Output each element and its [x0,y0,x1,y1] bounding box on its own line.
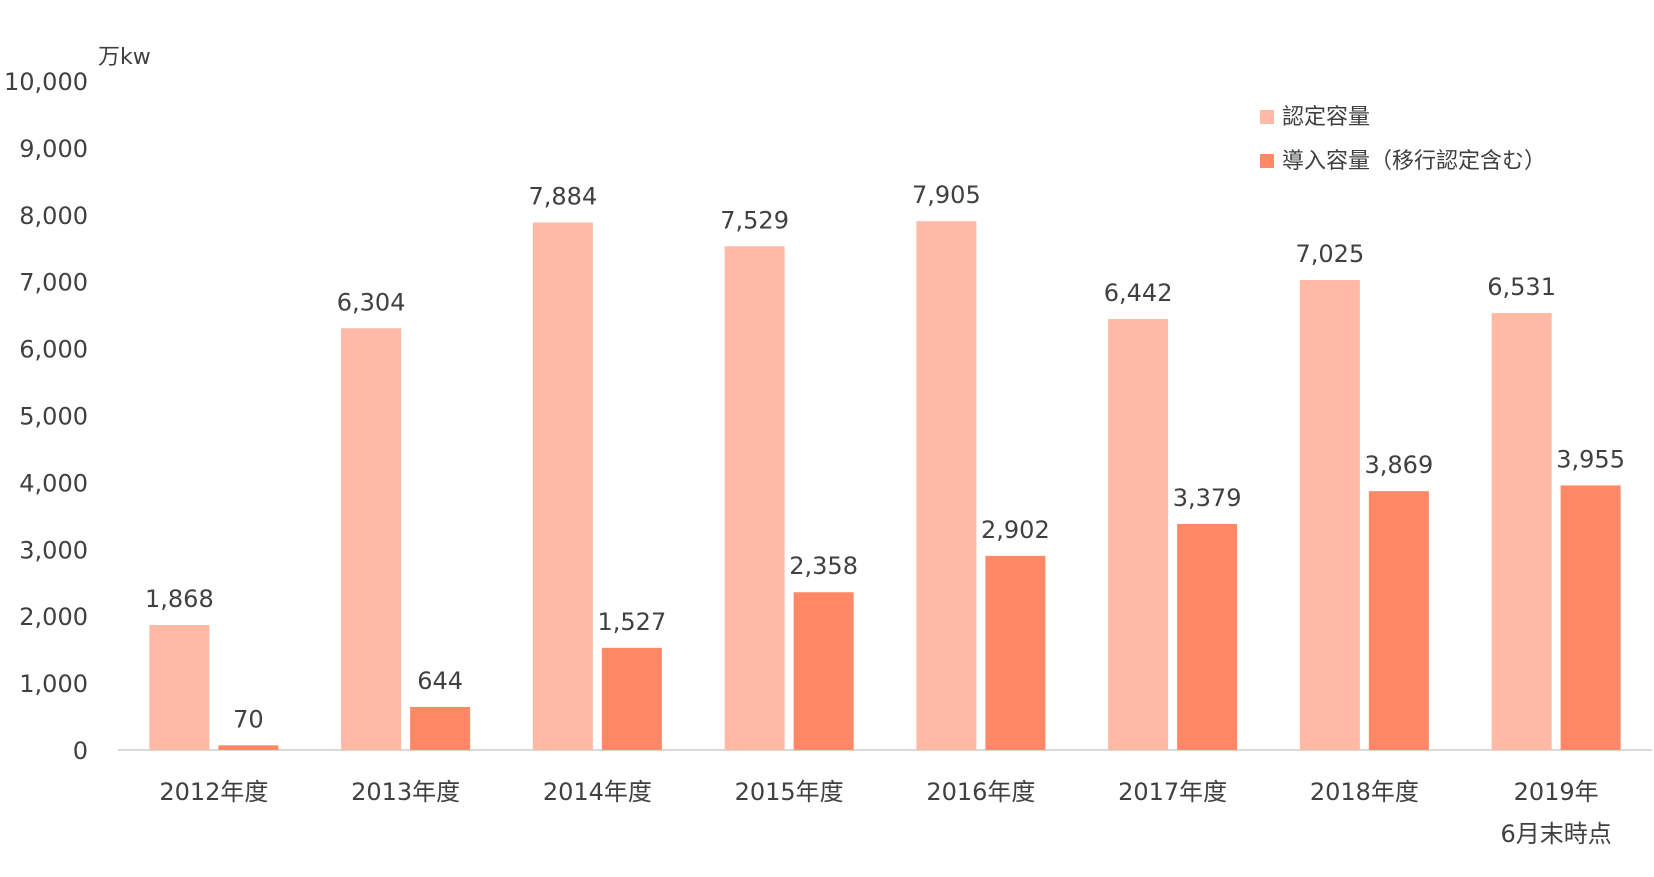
y-tick-label: 3,000 [19,536,88,564]
y-tick-label: 10,000 [4,68,88,96]
data-label-certified: 1,868 [145,585,214,613]
data-label-certified: 7,905 [912,181,981,209]
bar-installed [1368,491,1429,750]
bar-certified [532,222,593,750]
data-label-installed: 3,379 [1173,484,1242,512]
y-tick-label: 8,000 [19,202,88,230]
y-tick-label: 0 [73,737,88,765]
bar-installed [793,592,854,750]
data-label-installed: 2,358 [789,552,858,580]
x-category-label: 2013年度 [351,778,460,806]
bar-certified [1299,280,1360,750]
data-label-installed: 70 [233,705,264,733]
x-category-label: 2016年度 [926,778,1035,806]
bar-certified [149,625,210,750]
y-tick-label: 5,000 [19,403,88,431]
data-label-certified: 6,531 [1487,273,1556,301]
data-label-certified: 7,884 [529,183,598,211]
x-category-label: 2018年度 [1310,778,1419,806]
x-category-label: 2012年度 [159,778,268,806]
bar-certified [1491,313,1552,750]
y-tick-label: 7,000 [19,269,88,297]
data-label-certified: 7,529 [720,206,789,234]
bar-installed [985,555,1046,750]
x-category-label: 2019年 [1514,778,1599,806]
data-label-installed: 644 [417,667,463,695]
legend-swatch-certified [1260,110,1274,124]
bar-installed [1177,523,1238,750]
x-category-label: 2014年度 [543,778,652,806]
legend-swatch-installed [1260,154,1274,168]
data-label-installed: 3,869 [1365,451,1434,479]
data-label-certified: 7,025 [1296,240,1365,268]
data-label-certified: 6,442 [1104,279,1173,307]
bar-certified [1108,319,1169,750]
y-axis-unit-label: 万kw [98,45,151,70]
y-tick-label: 1,000 [19,670,88,698]
bar-installed [410,706,471,750]
y-tick-label: 6,000 [19,336,88,364]
data-label-installed: 1,527 [598,608,667,636]
y-tick-label: 9,000 [19,135,88,163]
legend-label-installed: 導入容量（移行認定含む） [1282,149,1546,174]
bar-installed [601,647,662,750]
x-category-label: 2015年度 [735,778,844,806]
bar-installed [1560,485,1621,750]
y-tick-label: 2,000 [19,603,88,631]
data-label-certified: 6,304 [337,288,406,316]
x-category-label: 2017年度 [1118,778,1227,806]
bar-certified [724,246,785,750]
y-tick-label: 4,000 [19,469,88,497]
bar-certified [341,328,402,750]
data-label-installed: 2,902 [981,516,1050,544]
data-label-installed: 3,955 [1556,445,1625,473]
x-category-label: 6月末時点 [1500,820,1611,848]
bar-certified [916,221,977,750]
bar-installed [218,745,279,750]
legend-label-certified: 認定容量 [1282,105,1370,130]
